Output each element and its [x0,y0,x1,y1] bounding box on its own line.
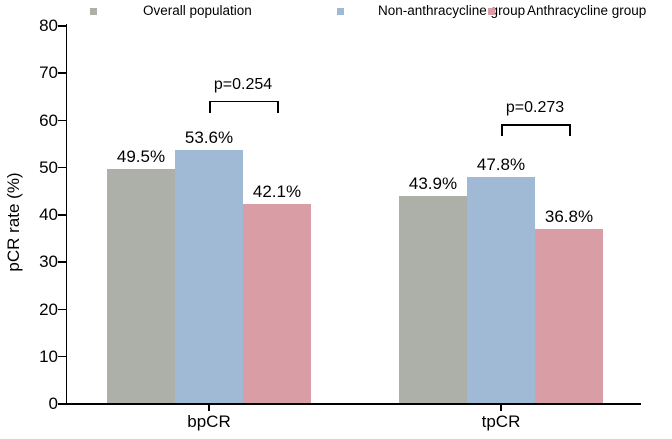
y-tick [57,214,66,216]
legend-label-anthracycline: Anthracycline group [527,3,647,18]
value-label: 47.8% [476,155,526,175]
value-label: 42.1% [252,182,302,202]
value-label: 53.6% [184,127,234,147]
y-tick [57,25,66,27]
y-tick [57,72,66,74]
y-tick-label: 20 [39,299,58,319]
pvalue-text: p=0.254 [213,75,273,93]
category-label-bpcr: bpCR [187,412,231,431]
y-tick [57,166,66,169]
pvalue-text: p=0.273 [505,99,565,117]
x-axis-line [65,403,641,405]
pvalue-bracket [209,100,279,103]
y-tick [57,308,66,311]
pvalue-bracket-tail [277,100,279,113]
pvalue-bracket-tail [501,124,503,137]
bar-non-anthracycline-group-tpcr [467,177,535,403]
legend-label-overall-population: Overall population [143,3,252,18]
y-tick-label: 0 [48,394,58,413]
bar-anthracycline-group-bpcr [243,204,311,403]
y-tick-label: 60 [39,110,58,130]
y-axis-line [65,24,68,405]
bar-anthracycline-group-tpcr [535,229,603,403]
legend-marker-overall-population-icon [90,8,97,15]
value-label: 49.5% [116,147,166,167]
bar-non-anthracycline-group-bpcr [175,149,243,403]
y-tick-label: 70 [39,63,58,83]
y-tick [57,119,66,122]
y-tick-label: 10 [39,346,58,366]
pvalue-bracket-tail [569,124,571,137]
category-tick [208,405,210,412]
value-label: 36.8% [544,207,594,227]
y-tick [57,355,66,358]
y-tick-label: 30 [39,252,58,272]
value-label: 43.9% [408,173,458,193]
bar-overall-population-bpcr [107,169,175,403]
y-tick-label: 40 [39,205,58,224]
legend-marker-anthracycline-icon [488,8,495,15]
y-tick [57,403,66,405]
y-tick [57,261,66,263]
legend-marker-non-anthracycline-icon [337,8,344,15]
category-label-tpcr: tpCR [481,412,521,431]
legend: Overall population Non-anthracycline gro… [0,0,672,22]
pvalue-bracket-tail [209,100,211,113]
y-tick-label: 80 [39,16,58,35]
category-tick [500,405,502,412]
bar-overall-population-tpcr [399,195,467,403]
pvalue-bracket [501,124,571,126]
y-tick-label: 50 [39,157,58,177]
